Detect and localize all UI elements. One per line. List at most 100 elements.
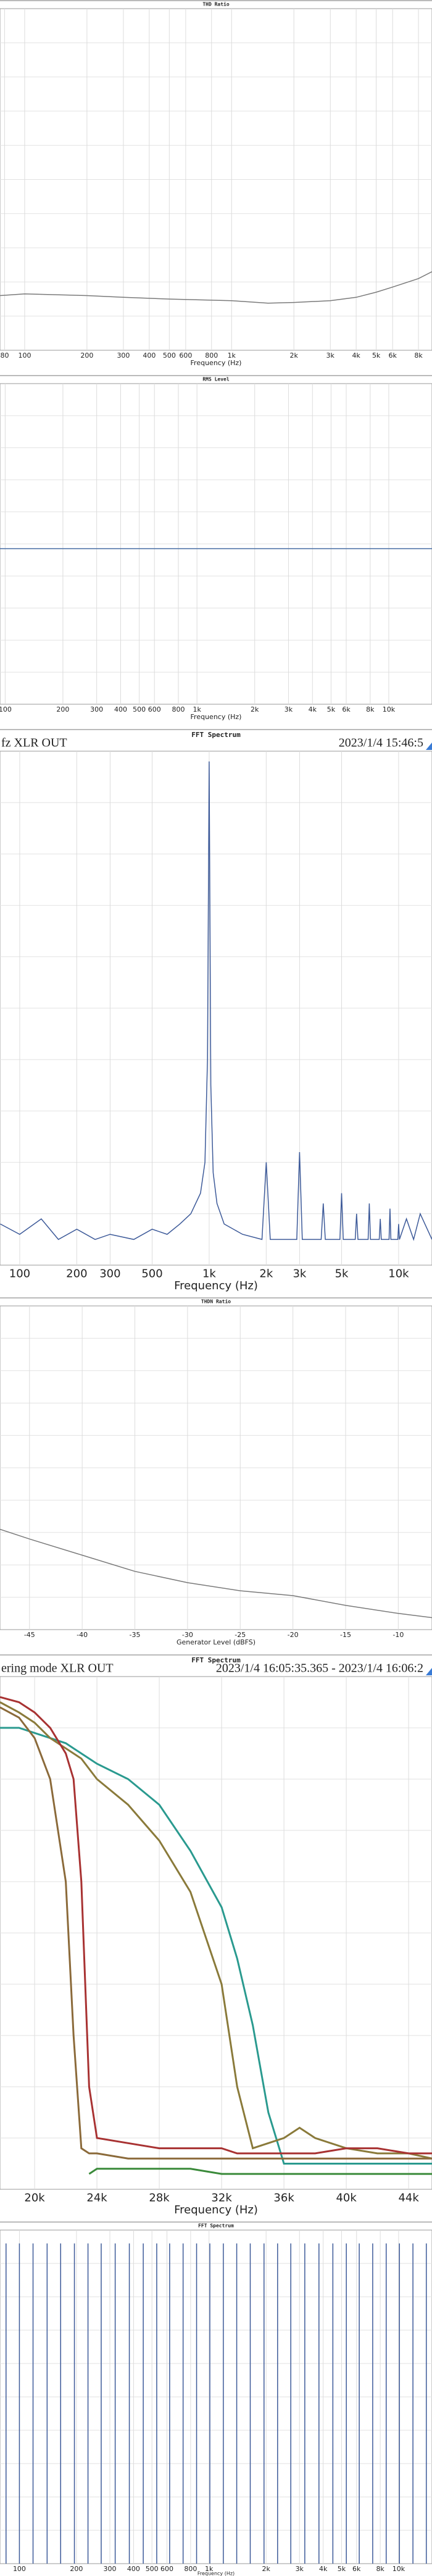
x-tick-label: 36k	[273, 2191, 294, 2204]
x-tick-label: 40k	[336, 2191, 357, 2204]
chart-title: FFT Spectrum	[191, 731, 241, 739]
x-tick-label: 2k	[251, 705, 259, 713]
logo	[426, 743, 432, 750]
x-tick-label: 5k	[372, 351, 381, 360]
x-tick-label: 10k	[388, 1267, 409, 1280]
x-axis-label: Frequency (Hz)	[197, 2571, 235, 2576]
x-tick-label: 8k	[414, 351, 423, 360]
x-tick-label: 3k	[293, 1267, 306, 1280]
panel-separator	[0, 1654, 432, 1656]
x-tick-label: 100	[9, 1267, 30, 1280]
x-tick-label: 5k	[335, 1267, 349, 1280]
x-tick-label: 500	[133, 705, 146, 713]
x-tick-label: 200	[56, 705, 69, 713]
panel-separator	[0, 0, 432, 1]
x-tick-label: 80	[0, 351, 9, 360]
chart-title: FFT Spectrum	[191, 1656, 241, 1664]
x-tick-label: 3k	[296, 2565, 304, 2573]
header-left: fz XLR OUT	[1, 736, 67, 750]
x-axis-label: Frequency (Hz)	[191, 713, 242, 721]
x-tick-label: -20	[288, 1631, 299, 1639]
x-tick-label: 1k	[202, 1267, 216, 1280]
x-tick-label: -10	[393, 1631, 404, 1639]
x-tick-label: 32k	[211, 2191, 232, 2204]
x-axis-label: Frequency (Hz)	[174, 1279, 258, 1292]
x-tick-label: 200	[80, 351, 93, 360]
chart-title: FFT Spectrum	[198, 2223, 234, 2229]
x-tick-label: 500	[146, 2565, 159, 2573]
x-tick-label: 10k	[393, 2565, 405, 2573]
x-tick-label: 20k	[24, 2191, 45, 2204]
x-tick-label: 2k	[259, 1267, 273, 1280]
x-tick-label: 8k	[376, 2565, 384, 2573]
x-tick-label: -15	[340, 1631, 351, 1639]
x-tick-label: 300	[99, 1267, 120, 1280]
x-tick-label: 600	[148, 705, 161, 713]
x-tick-label: 400	[143, 351, 156, 360]
x-tick-label: 4k	[352, 351, 360, 360]
logo	[426, 1668, 432, 1675]
x-tick-label: 10k	[383, 705, 396, 713]
x-tick-label: 100	[13, 2565, 26, 2573]
x-tick-label: 8k	[366, 705, 375, 713]
x-tick-label: 1k	[228, 351, 236, 360]
x-tick-label: 800	[184, 2565, 197, 2573]
x-tick-label: 500	[141, 1267, 162, 1280]
panel-separator	[0, 729, 432, 730]
x-tick-label: 3k	[285, 705, 293, 713]
x-tick-label: 300	[90, 705, 103, 713]
chart-title: THD Ratio	[202, 1, 230, 7]
x-tick-label: 300	[117, 351, 130, 360]
x-tick-label: 28k	[149, 2191, 170, 2204]
x-tick-label: 200	[66, 1267, 87, 1280]
x-tick-label: 200	[70, 2565, 83, 2573]
x-tick-label: 5k	[327, 705, 336, 713]
x-tick-label: 800	[172, 705, 185, 713]
x-tick-label: -45	[24, 1631, 35, 1639]
x-tick-label: -40	[77, 1631, 88, 1639]
data-line	[0, 1528, 432, 1618]
x-axis-label: Frequency (Hz)	[191, 359, 242, 367]
x-tick-label: 4k	[319, 2565, 328, 2573]
x-tick-label: 300	[104, 2565, 117, 2573]
x-tick-label: 2k	[290, 351, 299, 360]
x-tick-label: 5k	[338, 2565, 346, 2573]
header-right: 2023/1/4 15:46:5	[339, 736, 423, 750]
x-tick-label: 600	[160, 2565, 173, 2573]
x-tick-label: 600	[179, 351, 192, 360]
x-tick-label: 500	[163, 351, 176, 360]
x-tick-label: 44k	[398, 2191, 419, 2204]
x-tick-label: 1k	[193, 705, 201, 713]
x-tick-label: 2k	[262, 2565, 270, 2573]
header-right: 2023/1/4 16:05:35.365 - 2023/1/4 16:06:2	[216, 1662, 423, 1675]
x-tick-label: 6k	[352, 2565, 361, 2573]
x-tick-label: 6k	[388, 351, 397, 360]
panel-separator	[0, 375, 432, 376]
data-line	[0, 1696, 432, 2155]
x-tick-label: 100	[0, 705, 12, 713]
data-line	[0, 1727, 432, 2165]
panel-separator	[0, 1297, 432, 1299]
x-axis-label: Frequency (Hz)	[174, 2203, 258, 2216]
data-line	[0, 271, 432, 304]
x-tick-label: 400	[114, 705, 127, 713]
x-tick-label: -25	[235, 1631, 246, 1639]
x-tick-label: 1k	[205, 2565, 214, 2573]
x-tick-label: 800	[205, 351, 218, 360]
x-tick-label: 6k	[342, 705, 351, 713]
chart-title: RMS Level	[202, 377, 230, 382]
x-tick-label: 4k	[309, 705, 317, 713]
header-left: ering mode XLR OUT	[1, 1662, 114, 1675]
x-tick-label: 24k	[86, 2191, 107, 2204]
x-tick-label: -30	[182, 1631, 193, 1639]
data-line	[0, 761, 432, 1241]
panel-separator	[0, 2221, 432, 2223]
x-tick-label: -35	[130, 1631, 141, 1639]
data-line	[88, 2168, 432, 2175]
x-tick-label: 100	[18, 351, 31, 360]
x-tick-label: 3k	[326, 351, 335, 360]
data-line	[0, 1706, 432, 2160]
chart-title: THDN Ratio	[201, 1299, 231, 1305]
